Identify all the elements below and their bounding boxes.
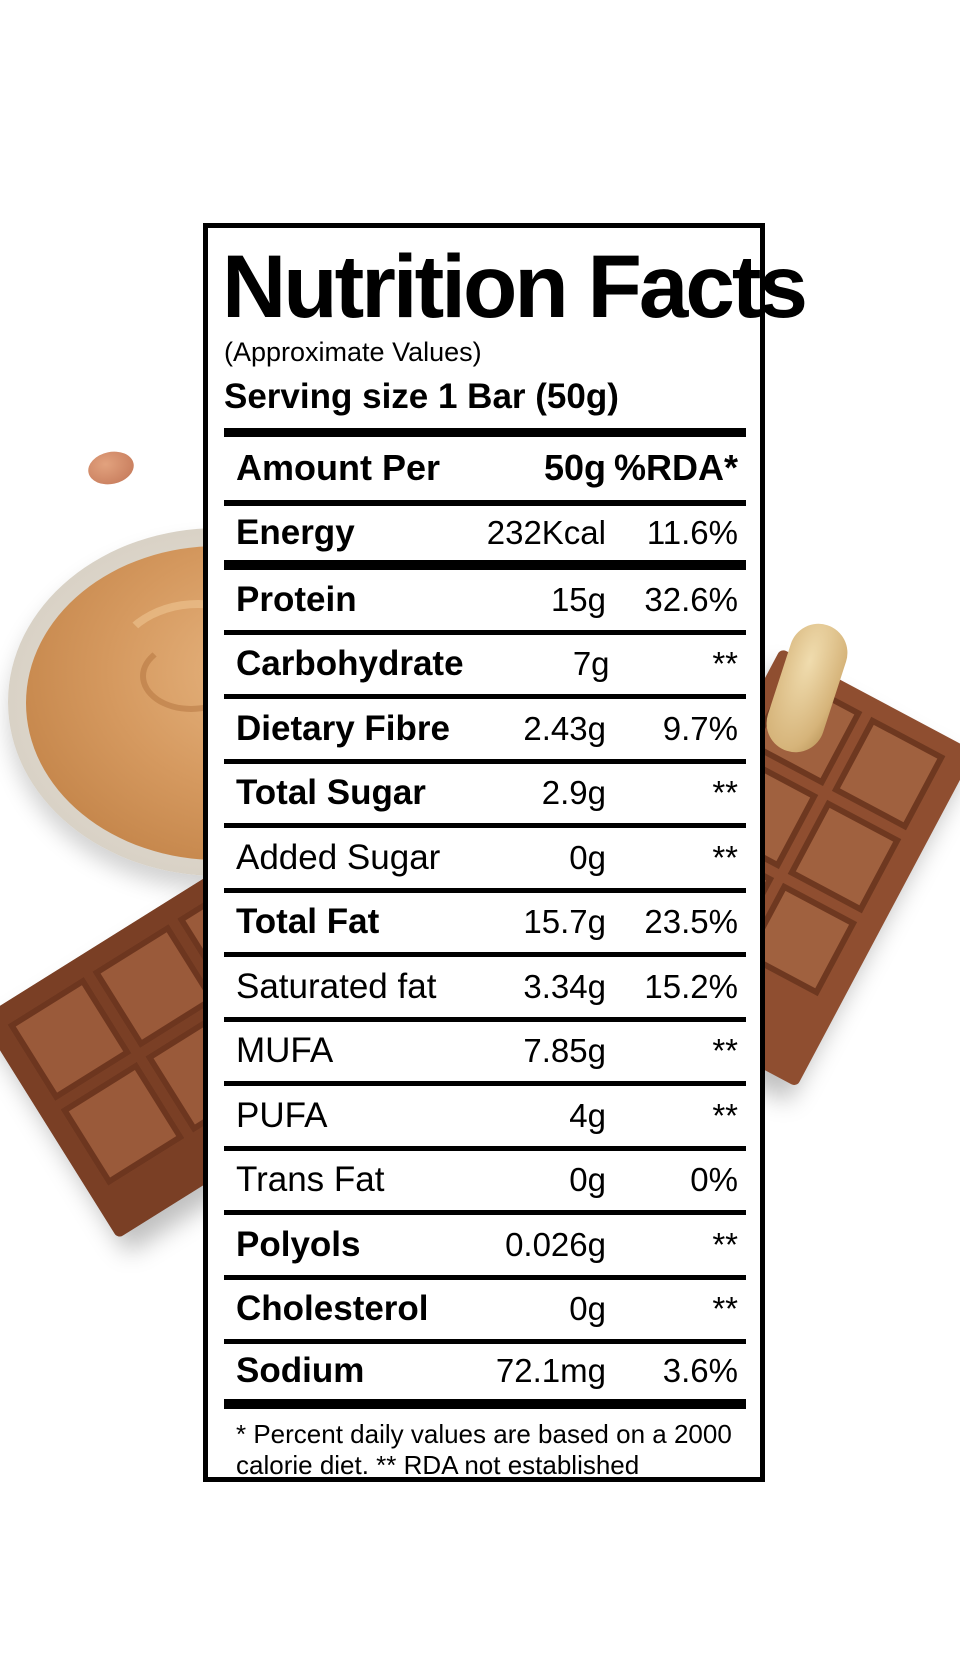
nutrient-row: PUFA 4g **	[224, 1086, 746, 1151]
thick-divider	[224, 427, 746, 437]
nutrient-amount: 2.9g	[541, 774, 606, 812]
nutrient-rda: 3.6%	[662, 1352, 738, 1390]
nutrient-amount: 7g	[572, 645, 610, 683]
serving-size: Serving size 1 Bar (50g)	[224, 376, 619, 416]
nutrient-name: Saturated fat	[236, 966, 437, 1006]
nutrient-rda: **	[712, 1290, 738, 1328]
nutrient-rda: 23.5%	[644, 903, 738, 941]
nutrient-amount: 3.34g	[523, 967, 606, 1005]
nutrient-amount: 4g	[569, 1096, 606, 1134]
nutrient-rda: **	[712, 838, 738, 876]
nutrient-amount: 7.85g	[523, 1032, 606, 1070]
nutrient-rda: **	[712, 1032, 738, 1070]
nutrient-row: MUFA 7.85g **	[224, 1022, 746, 1087]
nutrient-row: Total Sugar 2.9g **	[224, 764, 746, 829]
label-subtitle: (Approximate Values)	[224, 337, 482, 367]
label-footnote: * Percent daily values are based on a 20…	[236, 1418, 732, 1481]
nutrient-name: PUFA	[236, 1095, 328, 1135]
nutrient-amount: 2.43g	[523, 709, 606, 747]
nutrient-amount: 15.7g	[523, 903, 606, 941]
nutrient-name: MUFA	[236, 1031, 334, 1071]
nutrient-name: Sodium	[236, 1351, 365, 1391]
nutrient-row: Trans Fat 0g 0%	[224, 1151, 746, 1216]
nutrient-amount: 0.026g	[505, 1225, 606, 1263]
nutrient-amount: 0g	[569, 1290, 606, 1328]
nutrient-row: Protein 15g 32.6%	[224, 570, 746, 635]
nutrient-row: Sodium 72.1mg 3.6%	[224, 1344, 746, 1409]
nutrient-rda: 15.2%	[644, 967, 738, 1005]
nutrient-name: Polyols	[236, 1224, 361, 1264]
nutrient-rda: 11.6%	[646, 513, 738, 551]
table-header-row: Amount Per 50g %RDA*	[224, 437, 746, 506]
nutrient-amount: 0g	[569, 838, 606, 876]
nutrition-facts-label: Nutrition Facts (Approximate Values) Ser…	[203, 223, 808, 1482]
nutrient-row: Total Fat 15.7g 23.5%	[224, 893, 746, 958]
nutrient-amount: 0g	[569, 1161, 606, 1199]
nutrient-rda: 32.6%	[644, 580, 738, 618]
nutrient-name: Trans Fat	[236, 1160, 385, 1200]
nutrient-rda: 9.7%	[662, 709, 738, 747]
header-rda: %RDA*	[613, 447, 738, 489]
nutrient-row: Carbohydrate 7g **	[224, 635, 746, 700]
peanut-butter-swirl	[140, 640, 242, 712]
nutrient-rows: Energy 232Kcal 11.6% Protein 15g 32.6% Carbohy…	[224, 506, 746, 1409]
header-amount-per: Amount Per	[236, 447, 441, 489]
nutrient-rda: **	[712, 1225, 738, 1263]
nutrient-rda: **	[712, 774, 738, 812]
nutrient-name: Energy	[236, 512, 355, 552]
nutrient-name: Carbohydrate	[236, 644, 464, 684]
nutrient-name: Total Fat	[236, 902, 380, 942]
nutrient-name: Added Sugar	[236, 837, 441, 877]
nutrient-rda: **	[712, 1096, 738, 1134]
nutrient-amount: 72.1mg	[495, 1352, 606, 1390]
nutrient-amount: 232Kcal	[486, 513, 606, 551]
nutrient-row: Added Sugar 0g **	[224, 828, 746, 893]
peanut-left-image	[85, 447, 137, 489]
nutrient-name: Cholesterol	[236, 1289, 429, 1329]
nutrient-rda: **	[712, 645, 738, 683]
header-serving-amount: 50g	[543, 447, 606, 489]
nutrient-row: Energy 232Kcal 11.6%	[224, 506, 746, 571]
label-title: Nutrition Facts	[222, 236, 808, 336]
nutrient-row: Dietary Fibre 2.43g 9.7%	[224, 699, 746, 764]
nutrient-row: Saturated fat 3.34g 15.2%	[224, 957, 746, 1022]
nutrient-row: Cholesterol 0g **	[224, 1280, 746, 1345]
nutrient-rda: 0%	[690, 1161, 738, 1199]
nutrient-amount: 15g	[550, 580, 606, 618]
nutrient-name: Protein	[236, 579, 357, 619]
nutrient-name: Dietary Fibre	[236, 708, 450, 748]
nutrient-name: Total Sugar	[236, 773, 426, 813]
nutrient-row: Polyols 0.026g **	[224, 1215, 746, 1280]
